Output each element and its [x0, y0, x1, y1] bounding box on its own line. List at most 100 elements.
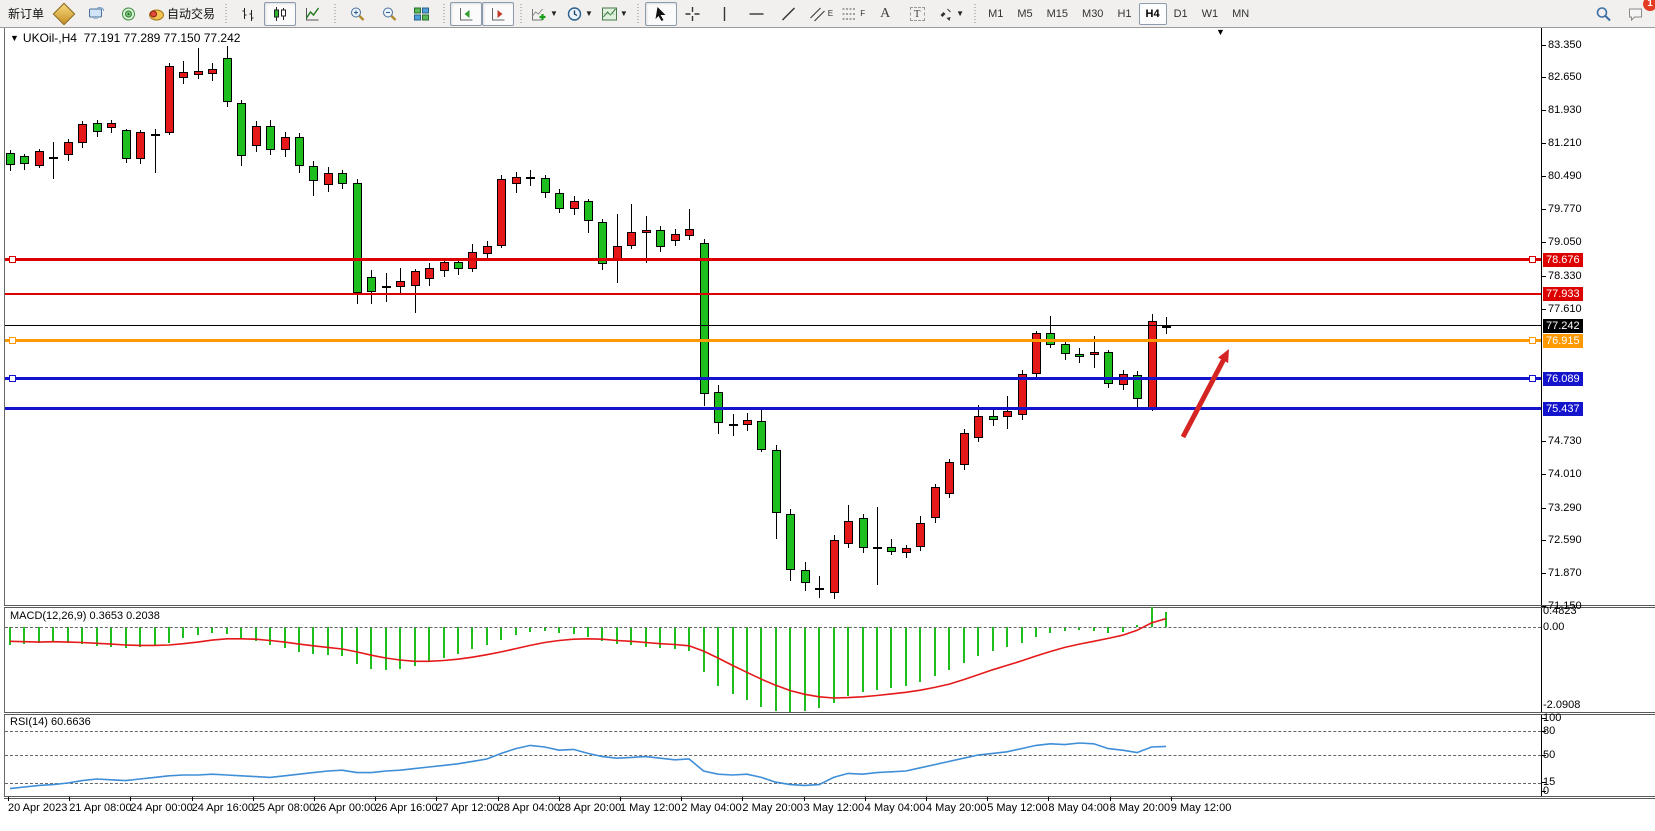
terminal-button[interactable] [80, 2, 112, 26]
panel-separator[interactable] [4, 712, 1655, 715]
price-panel[interactable] [5, 28, 1541, 606]
macd-histogram-bar [630, 627, 633, 646]
horizontal-line-77.933[interactable] [5, 292, 1541, 295]
fibonacci-tool-button[interactable]: F [837, 2, 869, 26]
timeframe-button-m15[interactable]: M15 [1046, 7, 1069, 20]
chart-shift-button[interactable] [482, 1, 515, 26]
macd-histogram-bar [514, 627, 517, 636]
line-handle[interactable] [1529, 337, 1536, 345]
price-tick-label: 71.870 [1548, 566, 1582, 579]
text-label-tool-button[interactable]: T [901, 2, 933, 26]
horizontal-line-75.437[interactable] [5, 407, 1541, 411]
price-tick-label: 81.930 [1548, 103, 1582, 116]
macd-histogram-bar [9, 627, 11, 646]
price-axis[interactable]: 83.350 82.650 81.930 81.210 80.490 79.770 79.0… [1541, 28, 1655, 797]
candle-body [757, 420, 767, 450]
candle-body [453, 262, 463, 269]
indicators-button[interactable]: ▼ [527, 2, 562, 26]
time-tick [130, 797, 132, 801]
template-icon [601, 7, 617, 20]
candle-body [656, 230, 666, 247]
templates-button[interactable]: ▼ [597, 2, 632, 26]
price-tick-label: 81.210 [1548, 137, 1582, 149]
arrows-tool-button[interactable]: ▼ [933, 2, 968, 26]
crosshair-tool-button[interactable] [677, 2, 709, 26]
chat-button[interactable]: 1 [1619, 0, 1655, 26]
candle-body [352, 182, 362, 293]
search-button[interactable] [1587, 2, 1619, 26]
horizontal-line-tool-button[interactable] [741, 2, 773, 26]
timeframe-button-m5[interactable]: M5 [1017, 7, 1033, 20]
rsi-panel[interactable] [5, 715, 1541, 797]
timeframe-button-h4[interactable]: H4 [1138, 2, 1167, 25]
panel-separator[interactable] [4, 605, 1655, 608]
mql-community-button[interactable] [48, 2, 80, 26]
price-tick-label: 82.650 [1548, 70, 1582, 83]
macd-panel[interactable] [5, 607, 1541, 713]
signals-button[interactable] [112, 2, 144, 26]
line-handle[interactable] [9, 337, 16, 345]
zoom-in-button[interactable] [341, 2, 373, 26]
chart-shift-marker-icon[interactable]: ▼ [1216, 27, 1225, 37]
macd-histogram-bar [1078, 627, 1081, 631]
candle-body [641, 230, 651, 234]
trendline-icon [782, 7, 796, 20]
cursor-tool-button[interactable] [644, 1, 677, 26]
signal-icon [121, 7, 135, 20]
trendline-tool-button[interactable] [773, 2, 805, 26]
bar-chart-button[interactable] [232, 2, 264, 26]
timeframe-button-h1[interactable]: H1 [1117, 7, 1132, 20]
macd-histogram-bar [240, 627, 243, 639]
line-handle[interactable] [9, 375, 16, 383]
candle-body [1162, 325, 1171, 329]
timeframe-button-mn[interactable]: MN [1232, 7, 1250, 20]
autotrading-button[interactable]: 自动交易 [144, 2, 219, 26]
horizontal-line-77.242[interactable] [5, 325, 1541, 327]
candle-body [1060, 343, 1070, 355]
macd-histogram-bar [948, 627, 951, 670]
candle-body [1075, 354, 1085, 358]
candle-body [786, 514, 796, 571]
collapse-triangle-icon[interactable]: ▼ [10, 33, 19, 43]
line-handle[interactable] [1529, 375, 1536, 383]
time-tick-label: 8 May 20:00 [1109, 802, 1171, 814]
price-badge-76.915: 76.915 [1543, 333, 1583, 348]
candle-body [1046, 333, 1056, 345]
vertical-line-tool-button[interactable] [709, 2, 741, 26]
rsi-axis-tick [1541, 755, 1546, 756]
rsi-axis-label: 0 [1543, 785, 1550, 797]
text-tool-button[interactable]: A [869, 2, 901, 26]
candle-body [381, 286, 391, 289]
time-tick [497, 797, 499, 801]
periods-button[interactable]: ▼ [562, 2, 597, 26]
timeframe-button-w1[interactable]: W1 [1201, 7, 1219, 20]
price-tick [1541, 44, 1546, 46]
timeframe-button-m1[interactable]: M1 [988, 7, 1004, 20]
macd-histogram-bar [1063, 627, 1066, 632]
red-arrow-annotation[interactable] [1160, 335, 1250, 450]
timeframe-button-m30[interactable]: M30 [1082, 7, 1104, 20]
candle-body [63, 141, 73, 156]
line-handle[interactable] [9, 256, 16, 264]
horizontal-line-78.676[interactable] [5, 258, 1541, 262]
time-tick [375, 797, 377, 801]
macd-histogram-bar [847, 627, 850, 697]
new-order-button[interactable]: 新订单 [4, 2, 48, 26]
zoom-out-button[interactable] [373, 2, 405, 26]
horizontal-line-76.915[interactable] [5, 339, 1541, 343]
line-chart-button[interactable] [296, 2, 328, 26]
horizontal-line-76.089[interactable] [5, 377, 1541, 381]
tile-windows-button[interactable] [405, 2, 437, 26]
auto-scroll-button[interactable] [450, 1, 483, 26]
macd-histogram-bar [717, 627, 719, 687]
channel-tool-button[interactable]: E [805, 2, 837, 26]
candle-body [800, 570, 810, 584]
timeframe-button-d1[interactable]: D1 [1173, 7, 1188, 20]
search-icon [1596, 6, 1611, 21]
candlestick-chart-button[interactable] [264, 1, 297, 26]
time-axis[interactable]: 20 Apr 2023 21 Apr 08:00 24 Apr 00:00 24 Ap… [0, 797, 1655, 831]
line-handle[interactable] [1529, 256, 1536, 264]
time-tick [436, 797, 438, 801]
candle-body [266, 126, 276, 151]
macd-histogram-bar [1006, 627, 1008, 648]
